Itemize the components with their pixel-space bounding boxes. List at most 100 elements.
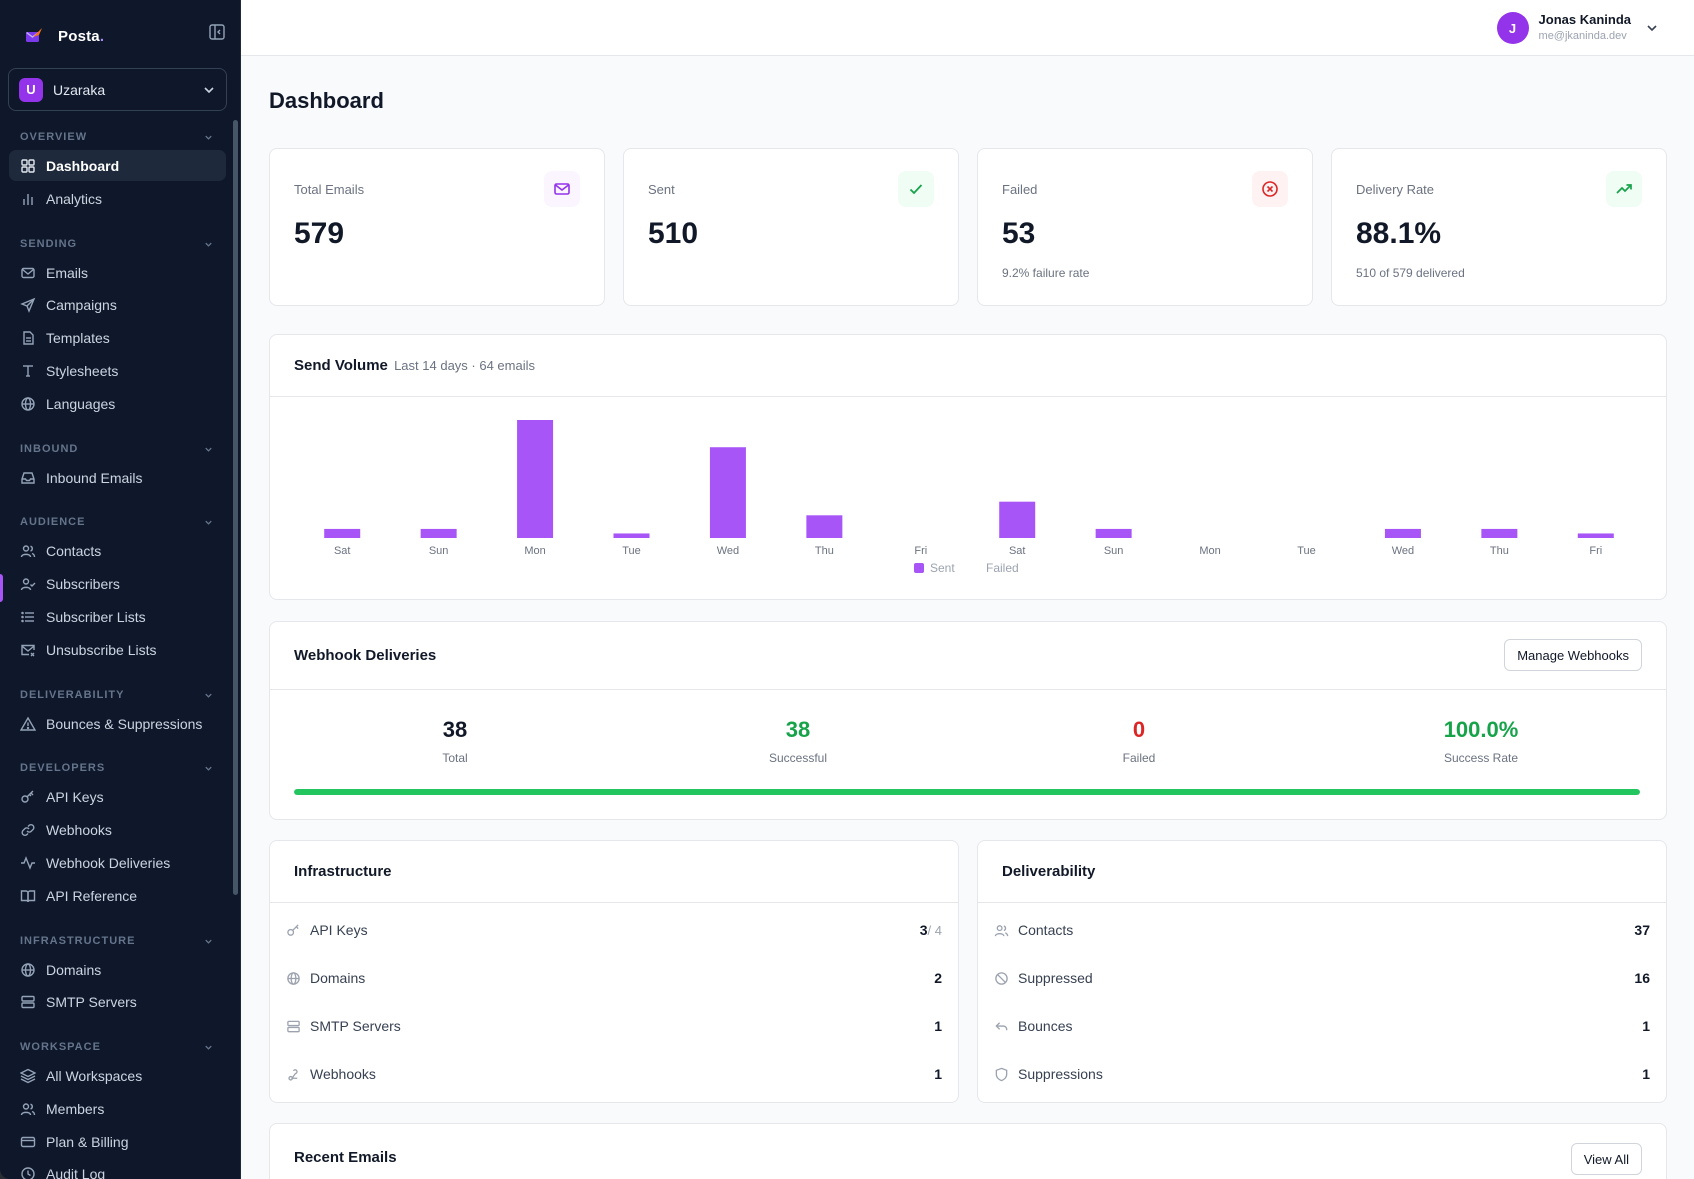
sidebar-item-all-workspaces[interactable]: All Workspaces: [9, 1060, 226, 1091]
x-circle-icon: [1252, 171, 1288, 207]
bar-sent-7[interactable]: [999, 501, 1036, 538]
sidebar-item-api-keys[interactable]: API Keys: [9, 781, 226, 812]
chevron-down-icon: [205, 1045, 212, 1050]
users-icon: [20, 1102, 36, 1115]
bar-sent-1[interactable]: [420, 528, 457, 538]
bar-sent-13[interactable]: [1577, 533, 1614, 538]
bar-sent-5[interactable]: [806, 515, 843, 538]
sidebar-item-webhooks[interactable]: Webhooks: [9, 814, 226, 845]
history-icon: [21, 1166, 35, 1179]
section-sending[interactable]: SENDING: [20, 236, 214, 252]
sidebar-item-subscribers[interactable]: Subscribers: [9, 568, 226, 599]
sidebar-item-stylesheets[interactable]: Stylesheets: [9, 355, 226, 386]
avatar: J: [1496, 12, 1529, 44]
stat-label: Successful: [768, 751, 828, 765]
bar-sent-12[interactable]: [1481, 528, 1518, 538]
brand[interactable]: Posta.: [24, 24, 104, 48]
stat-sub: 9.2% failure rate: [1002, 266, 1090, 280]
sidebar-item-templates[interactable]: Templates: [9, 322, 226, 353]
section-deliverability[interactable]: DELIVERABILITY: [20, 687, 214, 703]
infra-row-smtp-servers[interactable]: SMTP Servers 1: [286, 1014, 942, 1038]
sidebar-item-label: Emails: [46, 264, 89, 281]
sidebar-item-plan-billing[interactable]: Plan & Billing: [9, 1126, 226, 1157]
section-label: INBOUND: [20, 443, 79, 455]
section-workspace[interactable]: WORKSPACE: [20, 1039, 214, 1055]
ban-icon: [995, 971, 1008, 985]
sidebar-item-subscriber-lists[interactable]: Subscriber Lists: [9, 601, 226, 632]
sidebar-item-label: Templates: [46, 329, 110, 346]
view-all-button[interactable]: View All: [1570, 1143, 1642, 1175]
section-label: OVERVIEW: [20, 131, 88, 143]
text-cursor-icon: [23, 364, 33, 377]
sidebar-item-label: API Keys: [46, 788, 104, 805]
section-overview[interactable]: OVERVIEW: [20, 129, 214, 145]
section-inbound[interactable]: INBOUND: [20, 441, 214, 457]
globe-icon: [21, 396, 35, 411]
bar-sent-3[interactable]: [613, 533, 650, 538]
sidebar-item-analytics[interactable]: Analytics: [9, 183, 226, 214]
sidebar-item-contacts[interactable]: Contacts: [9, 535, 226, 566]
bar-sent-11[interactable]: [1384, 528, 1421, 538]
deliv-row-bounces[interactable]: Bounces 1: [994, 1014, 1650, 1038]
bar-sent-4[interactable]: [709, 447, 746, 538]
section-label: WORKSPACE: [20, 1041, 101, 1053]
sidebar-item-webhook-deliveries[interactable]: Webhook Deliveries: [9, 847, 226, 878]
chevron-down-icon: [205, 242, 212, 247]
section-label: DELIVERABILITY: [20, 689, 125, 701]
section-audience[interactable]: AUDIENCE: [20, 514, 214, 530]
sidebar-item-smtp-servers[interactable]: SMTP Servers: [9, 986, 226, 1017]
row-label: Contacts: [1018, 922, 1074, 938]
section-infrastructure[interactable]: INFRASTRUCTURE: [20, 933, 214, 949]
legend-label-sent[interactable]: Sent: [930, 561, 955, 575]
sidebar-item-label: Webhook Deliveries: [46, 854, 171, 871]
card-title: Deliverability: [1002, 863, 1096, 880]
x-tick-label: Sat: [334, 545, 351, 557]
webhook-stat-successful: 38 Successful: [698, 717, 898, 765]
bar-sent-0[interactable]: [324, 528, 361, 538]
mail-x-icon: [21, 644, 35, 656]
sidebar-item-languages[interactable]: Languages: [9, 388, 226, 419]
deliv-row-suppressions[interactable]: Suppressions 1: [994, 1062, 1650, 1086]
workspace-switcher[interactable]: U Uzaraka: [8, 68, 227, 111]
stat-card-failed: Failed 53 9.2% failure rate: [977, 148, 1313, 306]
x-tick-label: Thu: [1490, 545, 1509, 557]
inbox-icon: [21, 471, 35, 484]
sidebar-item-bounces[interactable]: Bounces & Suppressions: [9, 708, 226, 739]
sidebar-item-api-reference[interactable]: API Reference: [9, 880, 226, 911]
infra-row-webhooks[interactable]: Webhooks 1: [286, 1062, 942, 1086]
bar-sent-8[interactable]: [1095, 528, 1132, 538]
section-developers[interactable]: DEVELOPERS: [20, 760, 214, 776]
row-value: 2: [934, 970, 942, 986]
sidebar-collapse-icon[interactable]: [208, 23, 226, 41]
deliv-row-suppressed[interactable]: Suppressed 16: [994, 966, 1650, 990]
layers-icon: [20, 1068, 36, 1083]
infra-row-domains[interactable]: Domains 2: [286, 966, 942, 990]
manage-webhooks-button[interactable]: Manage Webhooks: [1504, 639, 1642, 671]
sidebar-item-unsubscribe-lists[interactable]: Unsubscribe Lists: [9, 634, 226, 665]
infra-row-api-keys[interactable]: API Keys 3/ 4: [286, 918, 942, 942]
sidebar-item-emails[interactable]: Emails: [9, 257, 226, 288]
card-title: Recent Emails: [294, 1149, 397, 1166]
activity-icon: [21, 855, 35, 870]
sidebar-item-inbound-emails[interactable]: Inbound Emails: [9, 462, 226, 493]
deliv-row-contacts[interactable]: Contacts 37: [994, 918, 1650, 942]
legend-label-failed[interactable]: Failed: [986, 561, 1019, 575]
topbar: J Jonas Kaninda me@jkaninda.dev: [241, 0, 1694, 56]
sidebar-item-campaigns[interactable]: Campaigns: [9, 289, 226, 320]
sidebar-scrollbar[interactable]: [233, 120, 238, 895]
sidebar-item-dashboard[interactable]: Dashboard: [9, 150, 226, 181]
bar-sent-2[interactable]: [517, 420, 554, 538]
sidebar-item-label: Subscriber Lists: [46, 608, 146, 625]
check-icon: [898, 171, 934, 207]
row-value: 16: [1634, 970, 1650, 986]
link-icon: [21, 823, 35, 836]
sidebar-item-label: Dashboard: [46, 157, 120, 174]
sidebar-item-audit-log[interactable]: Audit Log: [9, 1158, 226, 1179]
sidebar-item-domains[interactable]: Domains: [9, 954, 226, 985]
user-menu[interactable]: J Jonas Kaninda me@jkaninda.dev: [1496, 12, 1659, 44]
workspace-name: Uzaraka: [53, 81, 106, 98]
sidebar: Posta. U Uzaraka OVERVIEW Dashboard Anal…: [0, 0, 240, 1179]
sidebar-item-label: Campaigns: [46, 296, 117, 313]
sidebar-item-members[interactable]: Members: [9, 1093, 226, 1124]
